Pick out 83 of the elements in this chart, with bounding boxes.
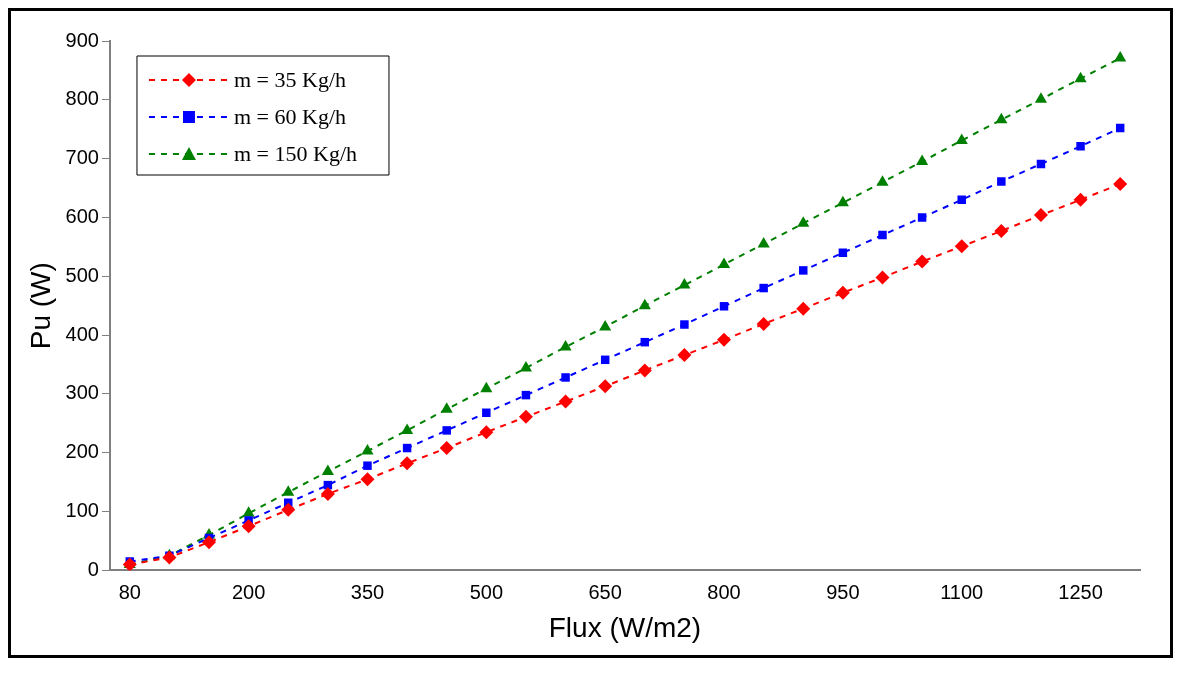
point — [320, 486, 335, 501]
point — [796, 301, 811, 316]
point — [955, 133, 968, 144]
point — [878, 230, 887, 240]
y-tick-label: 900 — [65, 28, 99, 51]
point — [717, 332, 732, 347]
point — [282, 485, 295, 496]
y-tick-label: 100 — [65, 499, 99, 522]
point — [678, 278, 691, 289]
y-tick-label: 800 — [65, 87, 99, 110]
point — [916, 154, 929, 166]
point — [835, 285, 850, 300]
point — [757, 236, 770, 248]
point — [360, 472, 375, 487]
y-tick-label: 700 — [65, 146, 99, 169]
point — [915, 254, 930, 269]
point — [599, 319, 612, 331]
y-tick-label: 600 — [65, 204, 99, 227]
point — [439, 441, 454, 456]
point — [1074, 71, 1087, 83]
point — [241, 519, 256, 534]
legend-label: m = 35 Kg/h — [233, 66, 346, 92]
point — [719, 302, 729, 311]
x-axis-title: Flux (W/m2) — [548, 611, 702, 643]
point — [875, 270, 890, 285]
point — [1114, 51, 1127, 62]
y-axis-title: Pu (W) — [24, 262, 56, 350]
point — [561, 373, 570, 382]
point — [995, 112, 1008, 124]
point — [401, 423, 414, 434]
point — [717, 257, 731, 269]
point — [440, 402, 453, 413]
y-tick-label: 500 — [65, 263, 99, 286]
point — [1113, 176, 1128, 191]
point — [400, 456, 415, 471]
point — [479, 425, 494, 440]
point — [680, 320, 689, 329]
x-tick-label: 650 — [588, 580, 622, 603]
point — [162, 550, 177, 565]
x-tick-label: 950 — [826, 580, 860, 603]
y-tick-label: 200 — [65, 440, 99, 463]
x-tick-label: 350 — [350, 580, 385, 603]
point — [598, 379, 613, 394]
point — [281, 502, 296, 517]
point — [917, 213, 927, 222]
point — [480, 381, 493, 393]
point — [756, 316, 771, 331]
point — [677, 348, 692, 363]
point — [876, 175, 889, 186]
point — [559, 339, 572, 351]
x-tick-label: 500 — [469, 580, 504, 603]
point — [1076, 142, 1085, 151]
point — [518, 409, 533, 424]
point — [799, 266, 808, 275]
x-tick-label: 80 — [118, 580, 141, 603]
point — [759, 283, 768, 293]
point — [637, 363, 652, 378]
point — [558, 394, 573, 409]
point — [1073, 192, 1088, 207]
point — [797, 216, 810, 227]
point — [482, 408, 491, 417]
x-tick-label: 1100 — [940, 580, 984, 603]
point — [442, 426, 451, 435]
point — [363, 461, 372, 470]
legend-label: m = 150 Kg/h — [233, 140, 357, 166]
point — [202, 535, 217, 550]
point — [957, 195, 966, 205]
point — [836, 195, 849, 207]
y-tick-label: 0 — [87, 557, 99, 580]
x-tick-label: 800 — [707, 580, 741, 603]
point — [997, 177, 1006, 186]
point — [954, 239, 969, 254]
legend-label: m = 60 Kg/h — [233, 103, 346, 129]
x-tick-label: 200 — [231, 580, 266, 603]
y-tick-label: 400 — [65, 322, 99, 345]
point — [1033, 208, 1048, 223]
point — [994, 224, 1009, 238]
point — [1034, 92, 1048, 103]
x-tick-label: 1250 — [1058, 580, 1103, 603]
point — [519, 361, 533, 372]
point — [321, 464, 334, 476]
point — [638, 298, 651, 310]
y-tick-label: 300 — [65, 381, 99, 404]
